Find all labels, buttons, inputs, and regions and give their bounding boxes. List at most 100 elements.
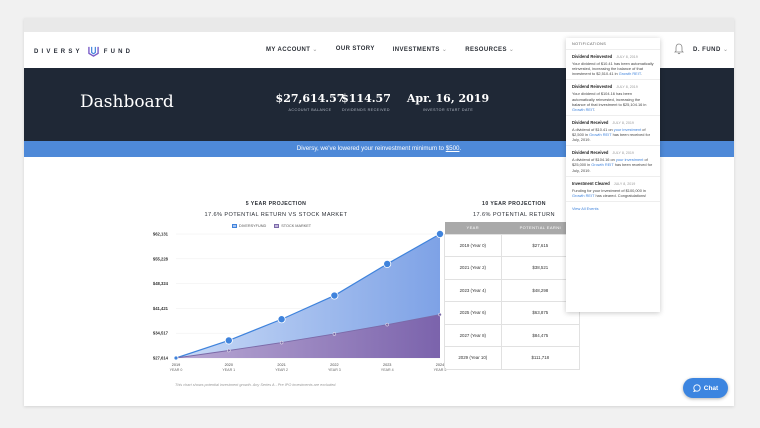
notification-date: JULY 8, 2019: [616, 85, 638, 90]
stat-value: $27,614.57: [275, 92, 345, 105]
banner-text: Diversy, we've lowered your reinvestment…: [296, 145, 446, 152]
chevron-down-icon: ⌄: [441, 47, 448, 53]
user-menu[interactable]: D. FUND ⌄: [693, 46, 729, 53]
notification-link[interactable]: your investment: [615, 157, 644, 163]
x-tick-sublabel: YEAR 5: [434, 368, 447, 372]
bell-icon[interactable]: [674, 43, 684, 55]
notification-item[interactable]: Dividend Received JULY 8, 2019 A dividend…: [566, 116, 660, 147]
notification-body-end: has cleared. Congratulations!: [594, 192, 647, 198]
notification-link[interactable]: Growth REIT: [572, 106, 595, 112]
point-stock-market: [438, 312, 442, 317]
point-diversyfund: [173, 355, 179, 361]
legend-swatch: [274, 224, 280, 228]
notification-link[interactable]: Growth REIT: [589, 132, 612, 138]
table-title: 10 YEAR PROJECTION: [482, 201, 546, 207]
point-diversyfund: [383, 259, 392, 268]
table-cell-earnings: $84,475: [500, 323, 581, 347]
top-nav: DIVERSY FUND MY ACCOUNT ⌄ OUR STORY INVES…: [24, 32, 734, 68]
banner-link[interactable]: $500: [445, 145, 460, 152]
legend-item-stock-market: STOCK MARKET: [274, 224, 311, 228]
notification-date: JULY 8, 2019: [612, 151, 634, 156]
table-cell-year: 2021 (Year 2): [444, 256, 502, 280]
nav-label: MY ACCOUNT: [266, 47, 311, 53]
chart-caption: This chart shows potential investment gr…: [175, 383, 337, 387]
table-cell-year: 2019 (Year 0): [444, 233, 502, 257]
point-diversyfund: [224, 336, 233, 345]
projection-table: YEAR POTENTIAL EARNI 2019 (Year 0) $27,61…: [444, 222, 581, 370]
x-tick-sublabel: YEAR 0: [170, 368, 183, 372]
nav-label: OUR STORY: [335, 46, 375, 52]
notification-title: Investment Cleared: [572, 180, 610, 186]
notification-body: Funding for your investment of $100,000 …: [572, 187, 646, 193]
chevron-down-icon: ⌄: [508, 47, 515, 53]
view-all-events-link[interactable]: View All Events: [572, 205, 599, 211]
table-header-year: YEAR: [444, 222, 502, 234]
notification-link[interactable]: Growth REIT: [591, 162, 614, 168]
user-name: D. FUND: [693, 47, 721, 53]
notification-link[interactable]: your investment: [613, 126, 642, 132]
projection-chart: $27,614 $34,517 $41,421 $48,324 $55,228 $62,1…: [153, 229, 447, 372]
notification-link[interactable]: Growth REIT: [572, 192, 595, 198]
legend-item-diversyfund: DIVERSYFUND: [232, 224, 266, 228]
nav-investments[interactable]: INVESTMENTS ⌄: [393, 46, 448, 53]
browser-topbar: [24, 18, 734, 32]
banner-text-end: .: [459, 145, 462, 152]
x-tick-label: 2022: [330, 363, 338, 367]
table-row: 2019 (Year 0) $27,615: [444, 233, 581, 257]
nav-label: INVESTMENTS: [392, 47, 440, 53]
stat-label: DIVIDENDS RECEIVED: [342, 108, 390, 112]
stat-value: Apr. 16, 2019: [406, 92, 490, 105]
logo-text-right: FUND: [103, 48, 134, 55]
y-tick-label: $48,324: [153, 281, 169, 286]
notification-body: Your dividend of $10.41 has been automat…: [572, 61, 654, 77]
stat-label: ACCOUNT BALANCE: [288, 108, 332, 112]
chat-button[interactable]: Chat: [683, 378, 728, 398]
y-tick-label: $27,614: [153, 356, 169, 361]
point-stock-market: [279, 340, 284, 345]
chart-legend: DIVERSYFUND STOCK MARKET: [232, 224, 311, 228]
legend-swatch: [232, 224, 237, 228]
x-tick-label: 2023: [383, 363, 391, 367]
notifications-header: NOTIFICATIONS: [566, 38, 660, 50]
x-tick-sublabel: YEAR 4: [381, 368, 394, 372]
chart-title: 5 YEAR PROJECTION: [245, 201, 307, 207]
notification-title: Dividend Received: [572, 150, 609, 156]
y-tick-label: $55,228: [153, 256, 169, 261]
table-subtitle: 17.6% POTENTIAL RETURN: [473, 212, 555, 218]
nav-our-story[interactable]: OUR STORY: [336, 46, 375, 53]
table-row: 2025 (Year 6) $63,875: [444, 301, 581, 325]
notification-title: Dividend Reinvested: [572, 84, 613, 90]
notification-body: A dividend of $104.16 on: [572, 157, 616, 163]
x-tick-sublabel: YEAR 2: [275, 368, 288, 372]
notification-body-mid: of $2,500 in: [572, 126, 646, 138]
stat-investor-start-date: Apr. 16, 2019 INVESTOR START DATE: [404, 92, 492, 112]
point-diversyfund: [330, 291, 339, 300]
notification-body-end: .: [640, 71, 642, 77]
y-tick-label: $34,517: [153, 331, 169, 336]
notification-item[interactable]: Investment Cleared JULY 8, 2019 Funding f…: [566, 177, 660, 202]
notification-body: Your dividend of $104.16 has been automa…: [572, 91, 647, 107]
table-cell-year: 2029 (Year 10): [444, 346, 502, 370]
notification-item[interactable]: Dividend Reinvested JULY 8, 2019 Your div…: [566, 80, 660, 116]
table-cell-year: 2025 (Year 6): [444, 301, 502, 325]
y-tick-label: $41,421: [153, 306, 169, 311]
table-row: 2021 (Year 2) $38,521: [444, 256, 581, 280]
notification-item[interactable]: Dividend Reinvested JULY 8, 2019 Your div…: [566, 50, 660, 81]
notification-link[interactable]: Growth REIT: [618, 71, 641, 77]
table-cell-earnings: $111,718: [500, 346, 581, 370]
area-stock-market: [176, 314, 440, 358]
x-tick-label: 2019: [172, 363, 180, 367]
chat-label: Chat: [703, 384, 719, 392]
notification-title: Dividend Received: [572, 119, 609, 125]
nav-resources[interactable]: RESOURCES ⌄: [465, 46, 514, 53]
logo[interactable]: DIVERSY FUND: [34, 46, 133, 57]
nav-my-account[interactable]: MY ACCOUNT ⌄: [266, 46, 318, 53]
notification-body: A dividend of $10.41 on: [572, 126, 614, 132]
reinvestment-banner: Diversy, we've lowered your reinvestment…: [24, 141, 734, 157]
notification-title: Dividend Reinvested: [572, 54, 613, 59]
table-cell-year: 2023 (Year 4): [444, 278, 502, 302]
notification-body-end: .: [594, 106, 596, 112]
notification-item[interactable]: Dividend Received JULY 8, 2019 A dividend…: [566, 146, 660, 177]
table-row: 2029 (Year 10) $111,718: [444, 346, 581, 370]
table-row: 2027 (Year 8) $84,475: [444, 323, 581, 347]
